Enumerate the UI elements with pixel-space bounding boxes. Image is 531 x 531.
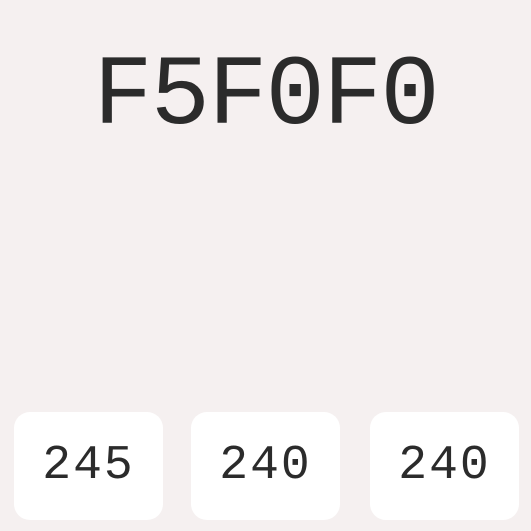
blue-channel-chip: 240 [370,412,519,520]
hex-code-label: F5F0F0 [93,41,439,153]
rgb-channel-row: 245 240 240 [14,412,519,520]
red-channel-chip: 245 [14,412,163,520]
green-channel-chip: 240 [191,412,340,520]
